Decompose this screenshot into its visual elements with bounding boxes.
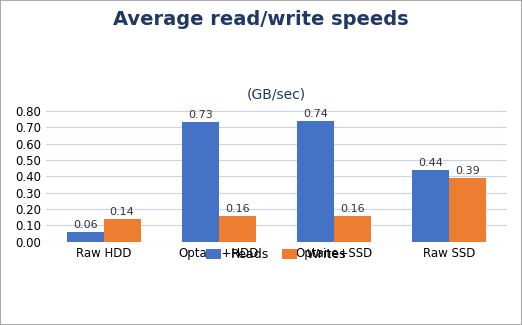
Bar (449, 178, 486, 242)
Bar (67, 232, 104, 242)
Bar (412, 170, 449, 242)
Text: 0.74: 0.74 (303, 109, 328, 119)
Title: (GB/sec): (GB/sec) (247, 88, 306, 102)
Bar (104, 219, 140, 242)
Bar (334, 215, 371, 242)
Text: 0.16: 0.16 (340, 203, 365, 214)
Text: 0.39: 0.39 (455, 166, 480, 176)
Bar (219, 215, 256, 242)
Bar (297, 121, 334, 242)
Bar (182, 123, 219, 242)
Text: Average read/write speeds: Average read/write speeds (113, 10, 409, 29)
Text: 0.73: 0.73 (188, 111, 213, 121)
Text: 0.16: 0.16 (225, 203, 250, 214)
Text: 0.06: 0.06 (73, 220, 98, 230)
Text: 0.14: 0.14 (110, 207, 135, 217)
Text: 0.44: 0.44 (418, 158, 443, 168)
Legend: Reads, Writes: Reads, Writes (201, 243, 352, 266)
